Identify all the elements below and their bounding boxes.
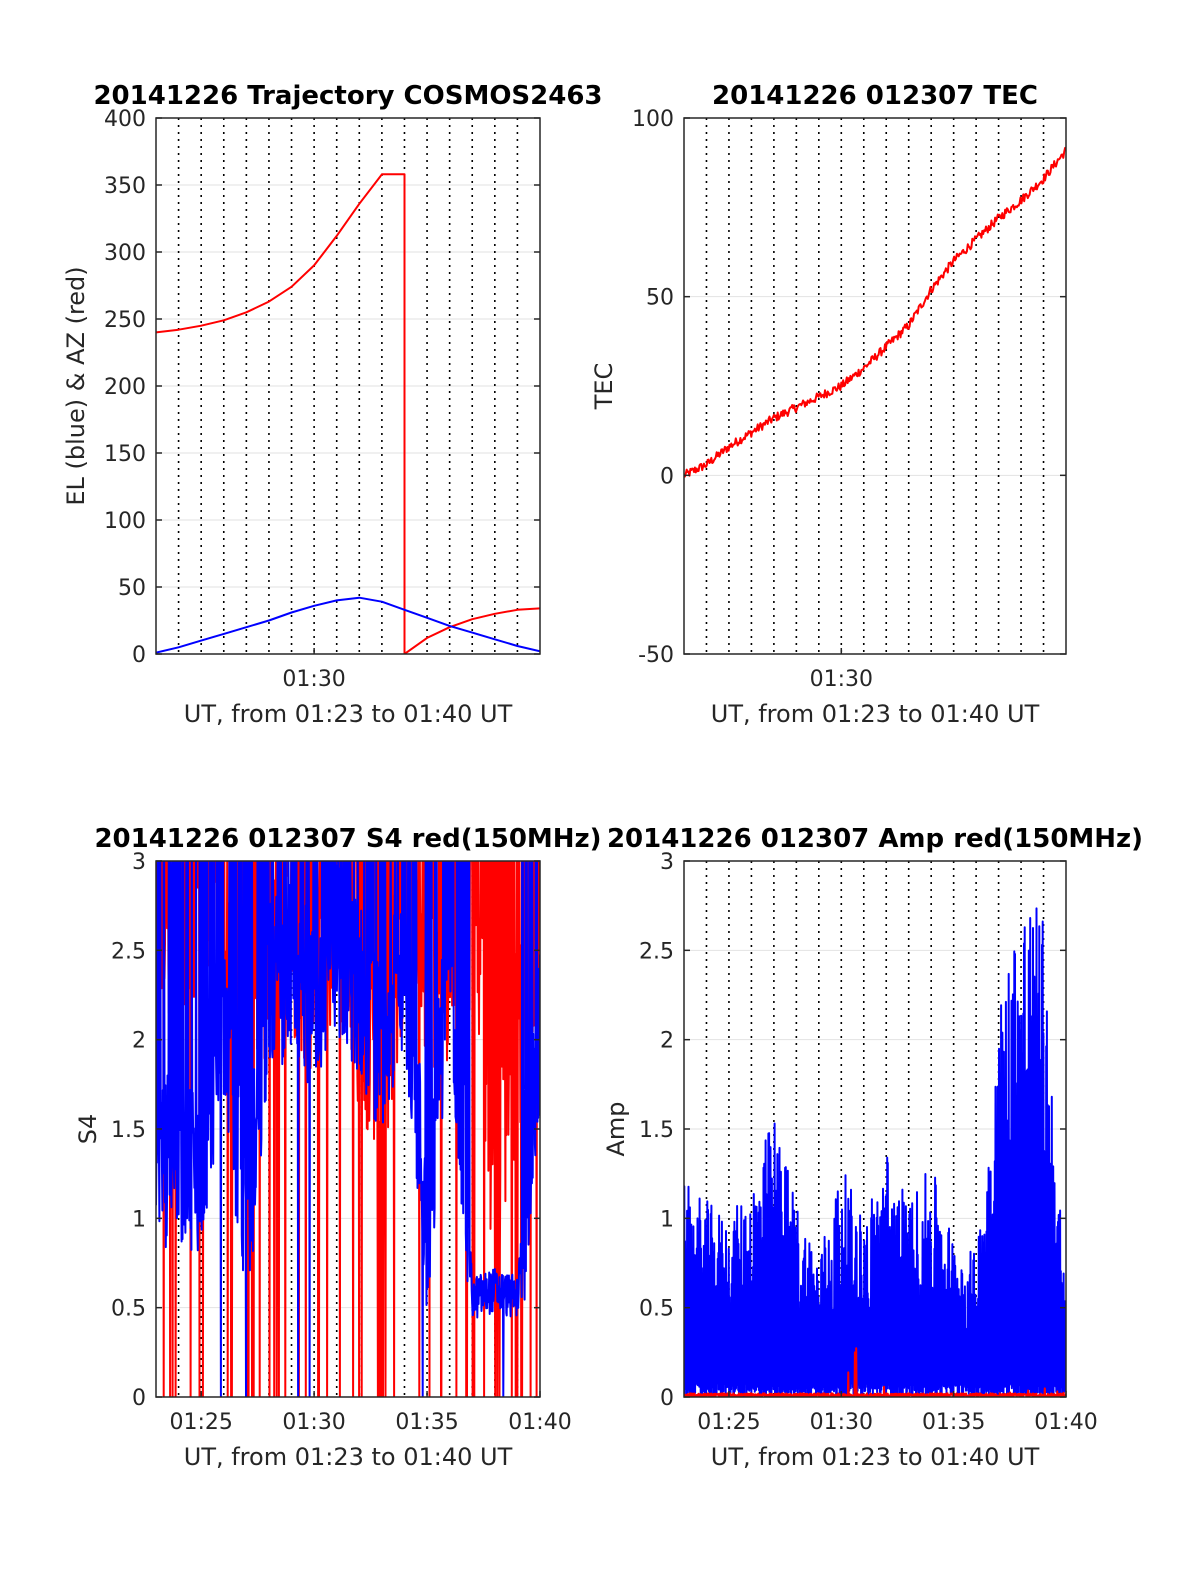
s4-ytick-label: 2.5	[111, 939, 146, 964]
amp-ytick-label: 0.5	[639, 1297, 674, 1322]
s4-ytick-label: 0	[132, 1386, 146, 1411]
amp-series-0	[684, 907, 1066, 1397]
amp-xtick-label: 01:40	[1034, 1410, 1097, 1435]
amp-series-1	[684, 1347, 1066, 1397]
trajectory-ytick-label: 400	[104, 107, 146, 132]
amp-xtick-label: 01:35	[922, 1410, 985, 1435]
trajectory-ytick-label: 100	[104, 509, 146, 534]
trajectory-series-0	[156, 173, 540, 654]
s4-xlabel: UT, from 01:23 to 01:40 UT	[184, 1443, 513, 1471]
s4-xtick-label: 01:25	[169, 1410, 232, 1435]
s4-ytick-label: 2	[132, 1029, 146, 1054]
s4-xtick-label: 01:30	[282, 1410, 345, 1435]
s4-title: 20141226 012307 S4 red(150MHz)	[94, 824, 601, 854]
amp-ytick-label: 3	[660, 850, 674, 875]
trajectory-ytick-label: 300	[104, 241, 146, 266]
trajectory-series-1	[156, 596, 540, 654]
amp-xlabel: UT, from 01:23 to 01:40 UT	[711, 1443, 1040, 1471]
trajectory-ytick-label: 350	[104, 174, 146, 199]
trajectory-xlabel: UT, from 01:23 to 01:40 UT	[184, 700, 513, 728]
s4-panel: 0 0.5 1 1.5 2 2.5 3 01:25 01:30 01:35 01:40 2014122…	[74, 824, 602, 1471]
amp-xtick-label: 01:30	[810, 1410, 873, 1435]
amp-panel: 0 0.5 1 1.5 2 2.5 3 01:25 01:30 01:35 01:40 2014122…	[602, 824, 1143, 1471]
s4-ytick-label: 0.5	[111, 1297, 146, 1322]
amp-ytick-label: 1	[660, 1207, 674, 1232]
amp-xtick-label: 01:25	[697, 1410, 760, 1435]
tec-ytick-label: 50	[646, 286, 674, 311]
trajectory-ytick-label: 200	[104, 375, 146, 400]
tec-panel: -50 0 50 100 01:30 20141226 012307 TEC UT, fro…	[590, 81, 1067, 728]
tec-xtick-label: 01:30	[810, 667, 873, 692]
tec-xlabel: UT, from 01:23 to 01:40 UT	[711, 700, 1040, 728]
s4-ytick-label: 1.5	[111, 1118, 146, 1143]
trajectory-xtick-label: 01:30	[282, 667, 345, 692]
amp-ytick-label: 1.5	[639, 1118, 674, 1143]
s4-ytick-label: 1	[132, 1207, 146, 1232]
trajectory-title: 20141226 Trajectory COSMOS2463	[93, 81, 602, 111]
s4-series-1	[156, 861, 540, 1397]
s4-ylabel: S4	[74, 1114, 102, 1145]
trajectory-panel: 0 50 100 150 200 250 300 350 400 01:30 20141226 Tr…	[62, 81, 603, 728]
amp-ylabel: Amp	[602, 1101, 630, 1156]
tec-ytick-label: 100	[632, 107, 674, 132]
tec-title: 20141226 012307 TEC	[712, 81, 1038, 111]
tec-axes-box	[683, 117, 1067, 655]
tec-series-0	[684, 146, 1066, 478]
amp-ytick-label: 0	[660, 1386, 674, 1411]
s4-ytick-label: 3	[132, 850, 146, 875]
tec-ylabel: TEC	[590, 363, 618, 411]
s4-xtick-label: 01:40	[508, 1410, 571, 1435]
tec-ytick-label: 0	[660, 464, 674, 489]
trajectory-ylabel: EL (blue) & AZ (red)	[62, 266, 90, 505]
trajectory-ytick-label: 150	[104, 442, 146, 467]
amp-ytick-label: 2	[660, 1029, 674, 1054]
tec-ytick-label: -50	[638, 643, 674, 668]
trajectory-ytick-label: 250	[104, 308, 146, 333]
trajectory-ytick-label: 0	[132, 643, 146, 668]
amp-title: 20141226 012307 Amp red(150MHz)	[607, 824, 1143, 854]
trajectory-ytick-label: 50	[118, 576, 146, 601]
amp-ytick-label: 2.5	[639, 939, 674, 964]
s4-xtick-label: 01:35	[395, 1410, 458, 1435]
